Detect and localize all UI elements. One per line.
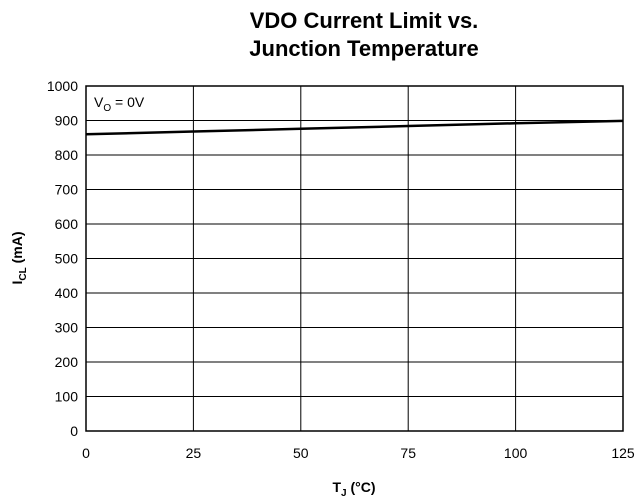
series-line-0 bbox=[85, 119, 624, 136]
y-tick-label-3: 300 bbox=[55, 320, 79, 336]
grid-lines bbox=[86, 86, 623, 431]
x-tick-label-5: 125 bbox=[611, 445, 635, 461]
y-tick-label-9: 900 bbox=[55, 113, 79, 129]
y-tick-label-8: 800 bbox=[55, 147, 79, 163]
y-tick-labels: 0 100 200 300 400 500 600 700 800 900 1000 bbox=[47, 78, 78, 439]
y-tick-label-4: 400 bbox=[55, 285, 79, 301]
y-tick-label-0: 0 bbox=[70, 423, 78, 439]
series-lines bbox=[85, 119, 624, 136]
x-axis-label: TJ (°C) bbox=[332, 479, 375, 499]
annotation-box bbox=[87, 87, 167, 115]
annotation-main: V bbox=[94, 94, 104, 110]
x-tick-label-3: 75 bbox=[400, 445, 416, 461]
x-axis-label-subscript: J bbox=[341, 488, 347, 499]
annotation-rest: = 0V bbox=[111, 94, 145, 110]
plot-frame bbox=[85, 85, 624, 432]
chart-title-line-2: Junction Temperature bbox=[249, 36, 478, 61]
x-axis-label-rest: (°C) bbox=[347, 479, 376, 495]
y-tick-label-10: 1000 bbox=[47, 78, 78, 94]
x-tick-label-0: 0 bbox=[82, 445, 90, 461]
x-tick-label-4: 100 bbox=[504, 445, 528, 461]
x-tick-labels: 0 25 50 75 100 125 bbox=[82, 445, 635, 461]
annotation-subscript: O bbox=[103, 103, 111, 114]
annotation-label: VO = 0V bbox=[94, 94, 145, 114]
y-tick-label-1: 100 bbox=[55, 389, 79, 405]
chart-title-line-1: VDO Current Limit vs. bbox=[250, 8, 479, 33]
y-axis-label-main: I bbox=[9, 281, 25, 285]
y-tick-label-2: 200 bbox=[55, 354, 79, 370]
y-axis-label: ICL (mA) bbox=[9, 231, 29, 284]
x-tick-label-1: 25 bbox=[186, 445, 202, 461]
y-tick-label-5: 500 bbox=[55, 251, 79, 267]
y-axis-label-rest: (mA) bbox=[9, 231, 25, 267]
x-tick-label-2: 50 bbox=[293, 445, 309, 461]
x-axis-label-main: T bbox=[332, 479, 341, 495]
y-axis-label-subscript: CL bbox=[18, 267, 29, 280]
y-tick-label-6: 600 bbox=[55, 216, 79, 232]
y-tick-label-7: 700 bbox=[55, 182, 79, 198]
